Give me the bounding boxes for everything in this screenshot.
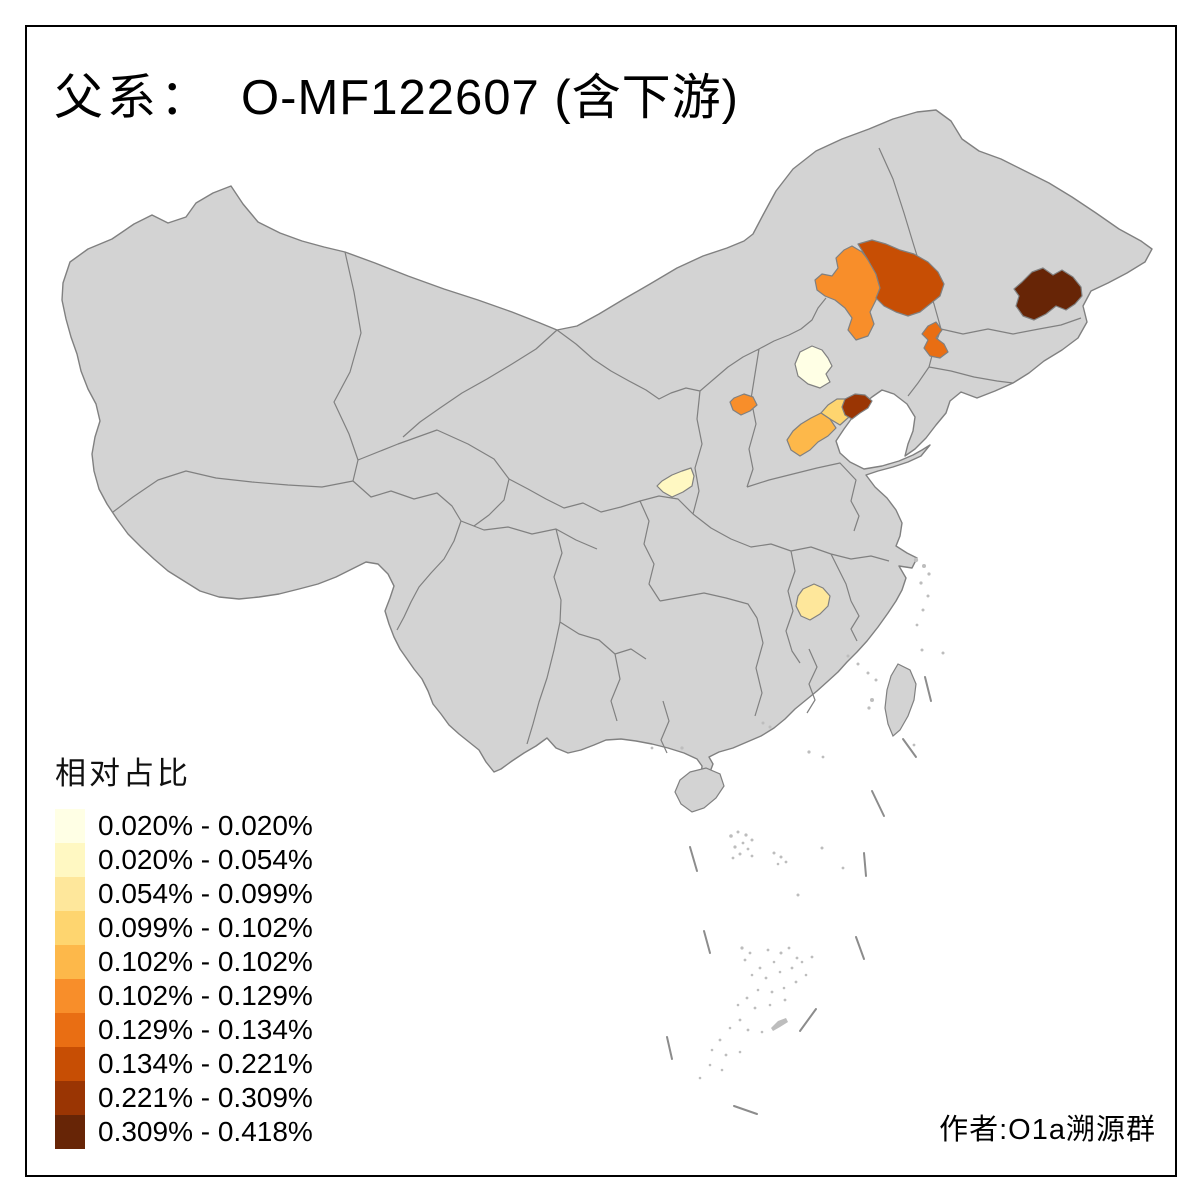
legend-swatch bbox=[55, 843, 85, 877]
region-beijing bbox=[794, 345, 833, 389]
region-tangshan-coast bbox=[841, 393, 873, 420]
coastal-islets bbox=[650, 557, 945, 759]
legend-entry: 0.102% - 0.102% bbox=[55, 945, 313, 979]
legend-entry: 0.020% - 0.020% bbox=[55, 809, 313, 843]
province-borders bbox=[112, 147, 1082, 754]
region-central-shaanxi bbox=[656, 467, 695, 498]
region-tongliao-chifeng bbox=[857, 239, 945, 317]
legend-swatch bbox=[55, 809, 85, 843]
legend-entry: 0.221% - 0.309% bbox=[55, 1081, 313, 1115]
legend-entry: 0.129% - 0.134% bbox=[55, 1013, 313, 1047]
south-china-sea-islands bbox=[698, 830, 845, 1080]
region-dezhou-band bbox=[786, 412, 837, 457]
map-title: 父系： O-MF122607 (含下游) bbox=[54, 58, 739, 129]
legend: 相对占比 0.020% - 0.020% 0.020% - 0.054% 0.054… bbox=[55, 748, 313, 1149]
attribution: 作者:O1a溯源群 bbox=[939, 1114, 1156, 1146]
legend-label: 0.134% - 0.221% bbox=[98, 1048, 313, 1079]
legend-label: 0.309% - 0.418% bbox=[98, 1116, 313, 1147]
region-eastern-heilongjiang bbox=[1013, 267, 1083, 321]
legend-swatch bbox=[55, 1013, 85, 1047]
region-eastern-liaoning bbox=[921, 321, 949, 359]
legend-label: 0.054% - 0.099% bbox=[98, 878, 313, 909]
legend-label: 0.221% - 0.309% bbox=[98, 1082, 313, 1113]
legend-swatch bbox=[55, 1081, 85, 1115]
map-title-prefix: 父系： bbox=[54, 70, 214, 125]
legend-entries: 0.020% - 0.020% 0.020% - 0.054% 0.054% - 0… bbox=[55, 809, 313, 1149]
legend-entry: 0.102% - 0.129% bbox=[55, 979, 313, 1013]
legend-swatch bbox=[55, 911, 85, 945]
legend-label: 0.099% - 0.102% bbox=[98, 912, 313, 943]
region-central-shanxi bbox=[729, 393, 758, 416]
legend-label: 0.102% - 0.129% bbox=[98, 980, 313, 1011]
legend-swatch bbox=[55, 945, 85, 979]
legend-entry: 0.099% - 0.102% bbox=[55, 911, 313, 945]
map-title-main: O-MF122607 (含下游) bbox=[241, 71, 739, 125]
choropleth-regions bbox=[656, 239, 1083, 621]
taiwan-island bbox=[884, 663, 917, 737]
region-eastern-hubei bbox=[795, 583, 831, 621]
legend-entry: 0.020% - 0.054% bbox=[55, 843, 313, 877]
legend-label: 0.020% - 0.054% bbox=[98, 844, 313, 875]
hainan-island bbox=[674, 767, 725, 813]
legend-swatch bbox=[55, 877, 85, 911]
legend-swatch bbox=[55, 1115, 85, 1149]
legend-swatch bbox=[55, 1047, 85, 1081]
legend-entry: 0.134% - 0.221% bbox=[55, 1047, 313, 1081]
spratly-main-islet bbox=[771, 1018, 788, 1031]
legend-title: 相对占比 bbox=[55, 756, 191, 791]
legend-swatch bbox=[55, 979, 85, 1013]
mainland-china-outline bbox=[61, 109, 1153, 785]
legend-entry: 0.309% - 0.418% bbox=[55, 1115, 313, 1149]
legend-label: 0.129% - 0.134% bbox=[98, 1014, 313, 1045]
legend-label: 0.102% - 0.102% bbox=[98, 946, 313, 977]
legend-entry: 0.054% - 0.099% bbox=[55, 877, 313, 911]
nine-dash-line bbox=[666, 676, 932, 1115]
legend-label: 0.020% - 0.020% bbox=[98, 810, 313, 841]
